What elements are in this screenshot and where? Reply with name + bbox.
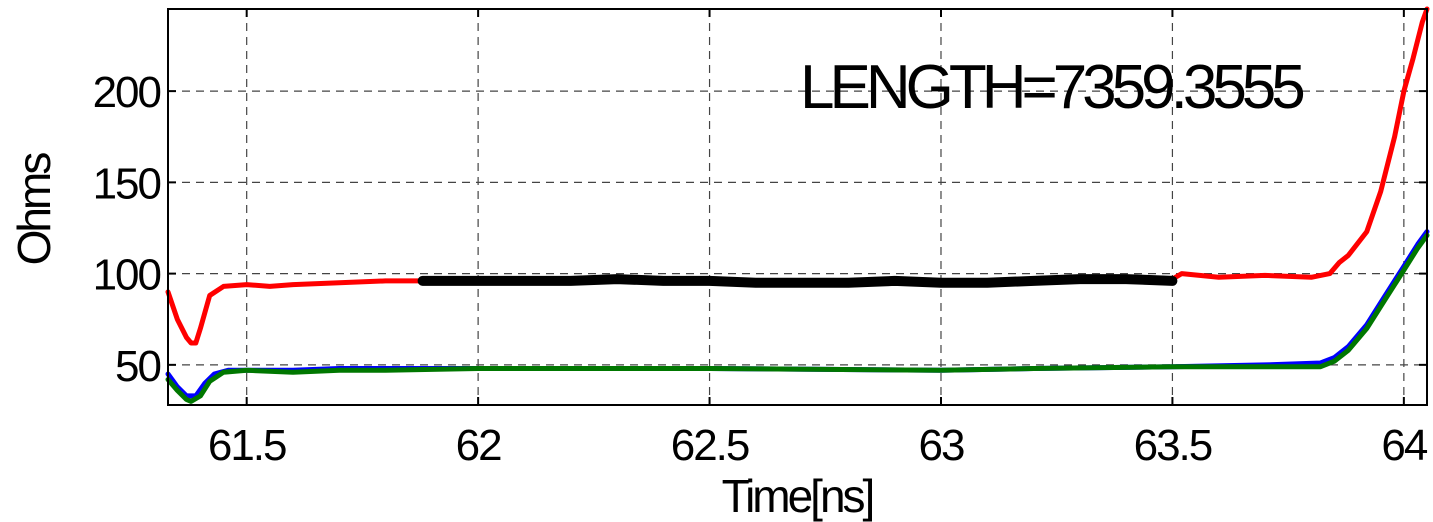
y-tick-labels: 50 100 150 200 [93, 68, 163, 391]
plot-frame [167, 8, 1428, 406]
y-tick-label: 50 [115, 342, 160, 391]
y-axis-label: Ohms [8, 153, 60, 266]
y-tick-label: 150 [93, 159, 161, 208]
x-tick-label: 63.5 [1134, 421, 1212, 470]
grid-lines [168, 9, 1427, 405]
annotation-length: LENGTH=7359.3555 [800, 53, 1303, 122]
x-tick-label: 62.5 [671, 421, 749, 470]
x-tick-labels: 61.5 62 62.5 63 63.5 64 [208, 421, 1430, 470]
series-group [165, 6, 1430, 404]
x-axis-label: Time[ns] [722, 470, 873, 522]
series-black [417, 274, 1178, 288]
series-green [165, 232, 1430, 404]
tick-marks [168, 9, 1427, 405]
y-tick-label: 100 [93, 251, 161, 300]
y-tick-label: 200 [93, 68, 161, 117]
x-tick-label: 64 [1381, 421, 1427, 470]
x-tick-label: 63 [919, 421, 964, 470]
x-tick-label: 62 [456, 421, 501, 470]
x-tick-label: 61.5 [208, 421, 286, 470]
